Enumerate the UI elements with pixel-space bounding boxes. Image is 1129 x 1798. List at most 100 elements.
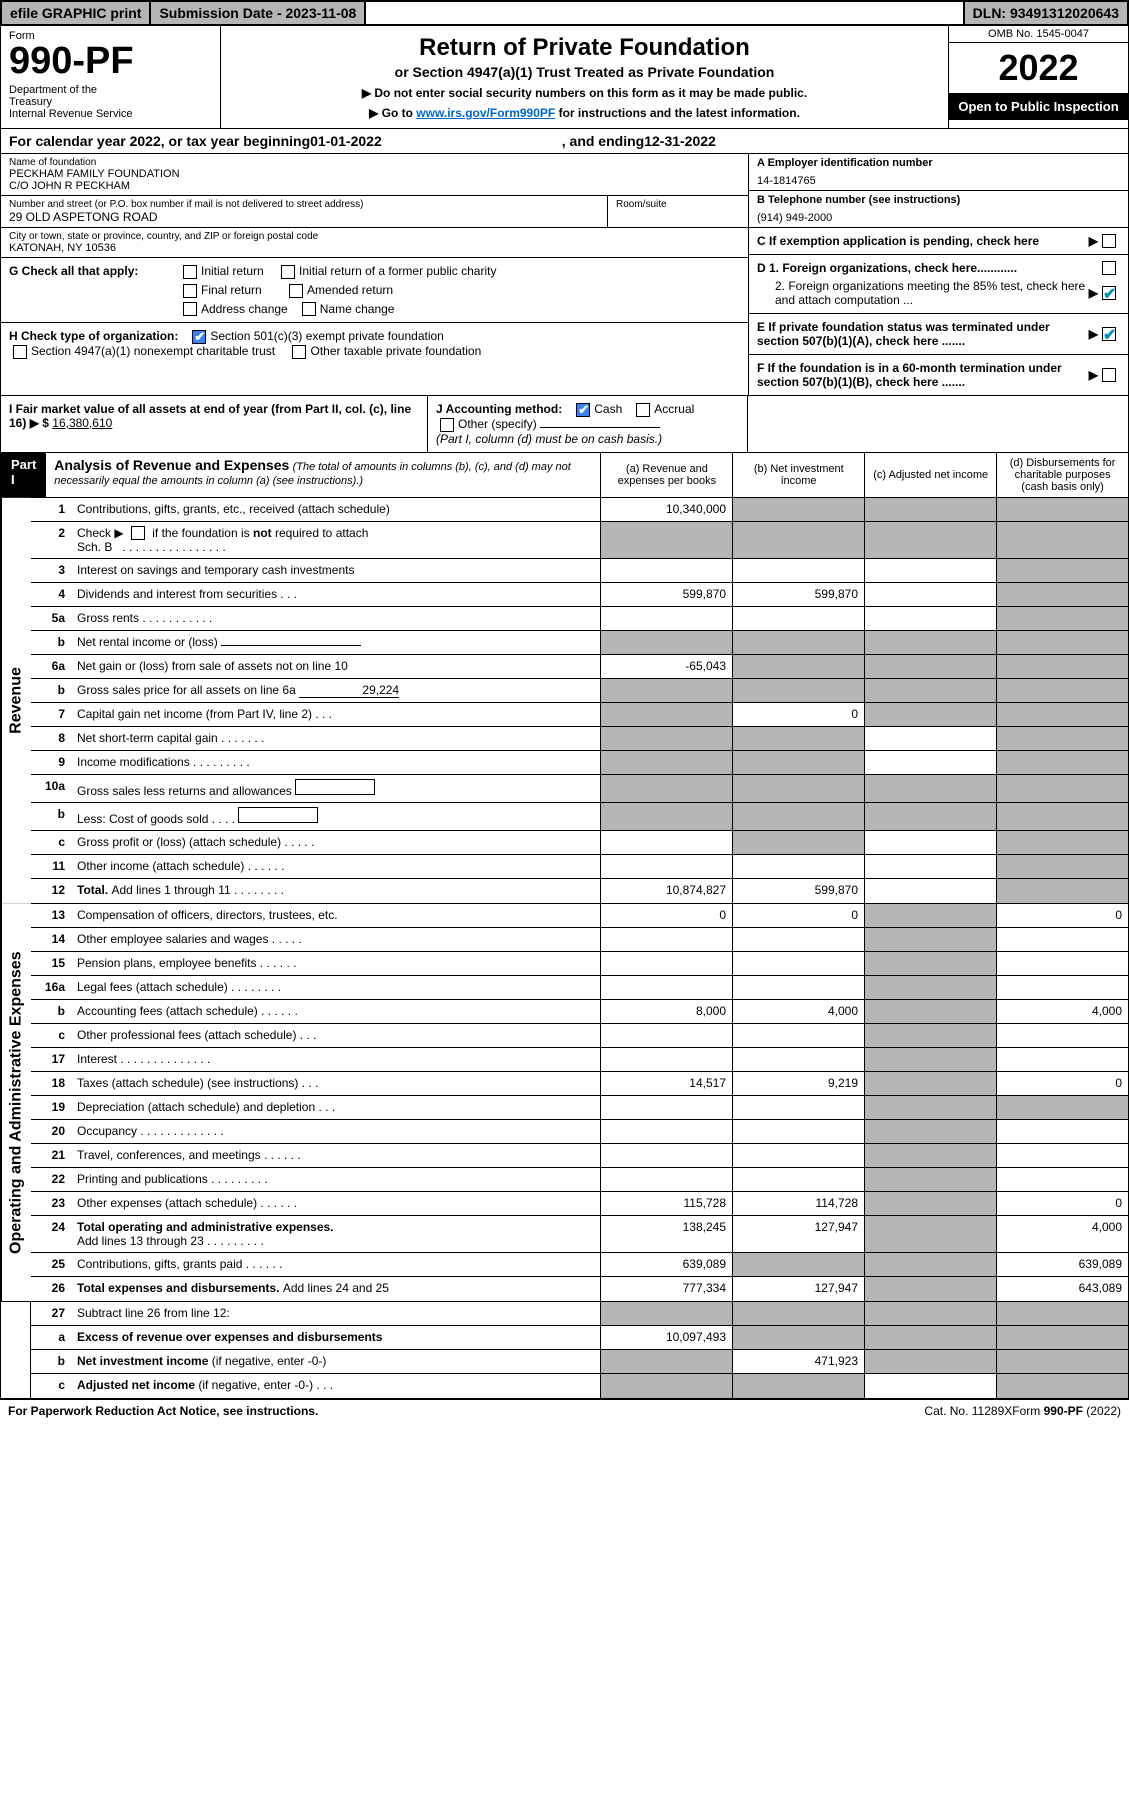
e-label: E If private foundation status was termi… bbox=[757, 320, 1089, 348]
col-b-header: (b) Net investment income bbox=[732, 453, 864, 497]
care-of: C/O JOHN R PECKHAM bbox=[9, 180, 740, 192]
part1-title: Analysis of Revenue and Expenses bbox=[54, 457, 289, 473]
checkbox-initial[interactable] bbox=[183, 265, 197, 279]
row-5a: 5aGross rents . . . . . . . . . . . bbox=[31, 607, 1128, 631]
instr-2-post: for instructions and the latest informat… bbox=[555, 106, 800, 120]
row-26: 26Total expenses and disbursements. Add … bbox=[31, 1277, 1128, 1301]
d1-label: D 1. Foreign organizations, check here..… bbox=[757, 261, 1098, 275]
calyear-begin: 01-01-2022 bbox=[310, 133, 382, 149]
open-public: Open to Public Inspection bbox=[949, 93, 1128, 120]
calyear-mid: , and ending bbox=[562, 133, 644, 149]
f-label: F If the foundation is in a 60-month ter… bbox=[757, 361, 1089, 389]
checkbox-d1[interactable] bbox=[1102, 261, 1116, 275]
row-15: 15Pension plans, employee benefits . . .… bbox=[31, 952, 1128, 976]
part1-left: Part I Analysis of Revenue and Expenses … bbox=[1, 453, 600, 497]
j-label: J Accounting method: bbox=[436, 402, 562, 416]
row-11: 11Other income (attach schedule) . . . .… bbox=[31, 855, 1128, 879]
checkbox-other-method[interactable] bbox=[440, 418, 454, 432]
g-initial: Initial return bbox=[201, 264, 264, 278]
row-2: 2Check ▶ if the foundation is not requir… bbox=[31, 522, 1128, 560]
row-25: 25Contributions, gifts, grants paid . . … bbox=[31, 1253, 1128, 1277]
checkbox-501c3[interactable] bbox=[192, 330, 206, 344]
checkbox-other-tax[interactable] bbox=[292, 345, 306, 359]
phone-value: (914) 949-2000 bbox=[757, 212, 1120, 224]
line27-rows: 27Subtract line 26 from line 12: aExcess… bbox=[31, 1302, 1128, 1398]
street-address: 29 OLD ASPETONG ROAD bbox=[9, 210, 599, 224]
row-16b: bAccounting fees (attach schedule) . . .… bbox=[31, 1000, 1128, 1024]
row-27a: aExcess of revenue over expenses and dis… bbox=[31, 1326, 1128, 1350]
g-amended: Amended return bbox=[307, 283, 393, 297]
calyear-pre: For calendar year 2022, or tax year begi… bbox=[9, 133, 310, 149]
row-27c: cAdjusted net income (if negative, enter… bbox=[31, 1374, 1128, 1398]
expenses-rows: 13Compensation of officers, directors, t… bbox=[31, 904, 1128, 1301]
part1-header-row: Part I Analysis of Revenue and Expenses … bbox=[0, 453, 1129, 498]
room-label: Room/suite bbox=[616, 199, 740, 210]
i-cell: I Fair market value of all assets at end… bbox=[1, 396, 428, 452]
arrow-icon: ▶ bbox=[1089, 286, 1098, 300]
phone-cell: B Telephone number (see instructions) (9… bbox=[749, 191, 1128, 228]
city-state-zip: KATONAH, NY 10536 bbox=[9, 242, 740, 254]
instr-1: ▶ Do not enter social security numbers o… bbox=[229, 86, 940, 100]
i-value: 16,380,610 bbox=[52, 416, 112, 430]
row-1: 1Contributions, gifts, grants, etc., rec… bbox=[31, 498, 1128, 522]
row-12: 12Total. Add lines 1 through 11 . . . . … bbox=[31, 879, 1128, 903]
row-19: 19Depreciation (attach schedule) and dep… bbox=[31, 1096, 1128, 1120]
checkbox-initial-former[interactable] bbox=[281, 265, 295, 279]
instr-2-pre: ▶ Go to bbox=[369, 106, 416, 120]
checkbox-final[interactable] bbox=[183, 284, 197, 298]
row-22: 22Printing and publications . . . . . . … bbox=[31, 1168, 1128, 1192]
row-27: 27Subtract line 26 from line 12: bbox=[31, 1302, 1128, 1326]
h-4947: Section 4947(a)(1) nonexempt charitable … bbox=[31, 344, 275, 358]
instr-2: ▶ Go to www.irs.gov/Form990PF for instru… bbox=[229, 106, 940, 120]
entity-info: Name of foundation PECKHAM FAMILY FOUNDA… bbox=[0, 154, 1129, 396]
street-label: Number and street (or P.O. box number if… bbox=[9, 199, 599, 210]
city-label: City or town, state or province, country… bbox=[9, 231, 740, 242]
submission-date: Submission Date - 2023-11-08 bbox=[151, 2, 366, 24]
checkbox-4947[interactable] bbox=[13, 345, 27, 359]
f-row: F If the foundation is in a 60-month ter… bbox=[749, 355, 1128, 395]
calyear-end: 12-31-2022 bbox=[644, 133, 716, 149]
h-501c3: Section 501(c)(3) exempt private foundat… bbox=[210, 329, 443, 343]
row-18: 18Taxes (attach schedule) (see instructi… bbox=[31, 1072, 1128, 1096]
street-cell: Number and street (or P.O. box number if… bbox=[1, 196, 748, 228]
row-13: 13Compensation of officers, directors, t… bbox=[31, 904, 1128, 928]
form-header: Form 990-PF Department of theTreasuryInt… bbox=[0, 26, 1129, 129]
entity-left: Name of foundation PECKHAM FAMILY FOUNDA… bbox=[1, 154, 748, 395]
col-a-header: (a) Revenue and expenses per books bbox=[600, 453, 732, 497]
row-8: 8Net short-term capital gain . . . . . .… bbox=[31, 727, 1128, 751]
checkbox-e[interactable] bbox=[1102, 327, 1116, 341]
h-check-row: H Check type of organization: Section 50… bbox=[1, 323, 748, 365]
checkbox-address[interactable] bbox=[183, 302, 197, 316]
g-name: Name change bbox=[320, 302, 395, 316]
footer-mid: Cat. No. 11289X bbox=[924, 1404, 1012, 1418]
checkbox-sch-b[interactable] bbox=[131, 526, 145, 540]
form-link[interactable]: www.irs.gov/Form990PF bbox=[416, 106, 555, 120]
part1-label: Part I bbox=[1, 453, 46, 497]
header-left: Form 990-PF Department of theTreasuryInt… bbox=[1, 26, 221, 128]
row-20: 20Occupancy . . . . . . . . . . . . . bbox=[31, 1120, 1128, 1144]
arrow-icon: ▶ bbox=[1089, 234, 1098, 248]
checkbox-d2[interactable] bbox=[1102, 286, 1116, 300]
checkbox-name[interactable] bbox=[302, 302, 316, 316]
form-number: 990-PF bbox=[9, 42, 212, 80]
tax-year: 2022 bbox=[949, 43, 1128, 93]
c-label: C If exemption application is pending, c… bbox=[757, 234, 1089, 248]
checkbox-accrual[interactable] bbox=[636, 403, 650, 417]
checkbox-c[interactable] bbox=[1102, 234, 1116, 248]
row-6b: bGross sales price for all assets on lin… bbox=[31, 679, 1128, 703]
row-17: 17Interest . . . . . . . . . . . . . . bbox=[31, 1048, 1128, 1072]
row-9: 9Income modifications . . . . . . . . . bbox=[31, 751, 1128, 775]
foundation-name: PECKHAM FAMILY FOUNDATION bbox=[9, 168, 740, 180]
e-row: E If private foundation status was termi… bbox=[749, 314, 1128, 355]
row-3: 3Interest on savings and temporary cash … bbox=[31, 559, 1128, 583]
checkbox-f[interactable] bbox=[1102, 368, 1116, 382]
calendar-year-row: For calendar year 2022, or tax year begi… bbox=[0, 129, 1129, 154]
checkbox-amended[interactable] bbox=[289, 284, 303, 298]
expenses-side-label: Operating and Administrative Expenses bbox=[1, 904, 31, 1301]
g-check-row: G Check all that apply: Initial return I… bbox=[1, 258, 748, 323]
checkbox-cash[interactable] bbox=[576, 403, 590, 417]
row-4: 4Dividends and interest from securities … bbox=[31, 583, 1128, 607]
g-final: Final return bbox=[201, 283, 262, 297]
arrow-icon: ▶ $ bbox=[30, 416, 53, 430]
line27-table: 27Subtract line 26 from line 12: aExcess… bbox=[0, 1302, 1129, 1399]
